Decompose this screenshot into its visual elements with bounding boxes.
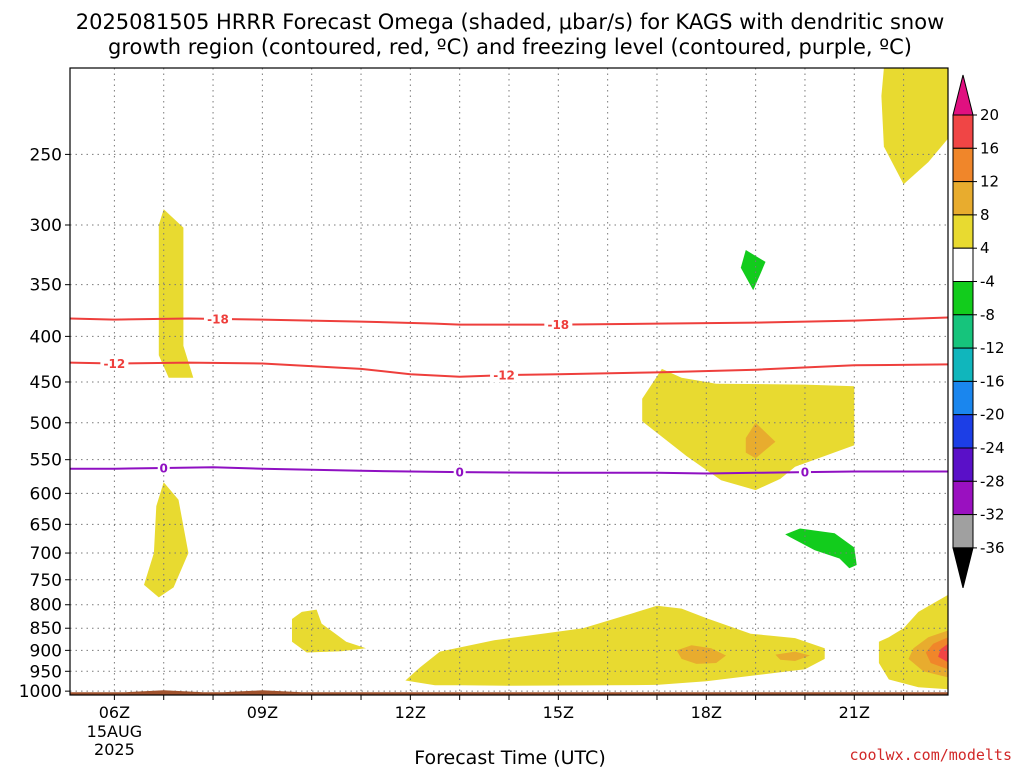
colorbar-segment-7 xyxy=(952,314,974,349)
omega-region-13 xyxy=(881,68,948,185)
colorbar-label-8: 8 xyxy=(980,206,990,224)
colorbar-segment-2 xyxy=(952,147,974,183)
colorbar: 20 16 12 8 4 -4 -8 -12 -16 -20 -24 -28 -32 -36 xyxy=(952,74,1005,589)
x-tick-sublabel-15AUG: 15AUG xyxy=(87,722,142,741)
chart-title-line-1: 2025081505 HRRR Forecast Omega (shaded, … xyxy=(76,10,945,34)
contour-line-0 xyxy=(70,466,948,475)
y-tick-label-300: 300 xyxy=(30,216,62,236)
colorbar-segment-13 xyxy=(952,514,974,549)
colorbar-label--12: -12 xyxy=(980,339,1005,357)
contour-label-0-1: 0 xyxy=(160,462,168,476)
omega-region-14 xyxy=(740,250,766,291)
contour-label--12-2: -12 xyxy=(493,369,515,383)
colorbar-top-arrow xyxy=(952,74,974,116)
colorbar-label--24: -24 xyxy=(980,439,1005,457)
credit-link[interactable]: coolwx.com/modelts xyxy=(849,746,1012,764)
y-tick-label-600: 600 xyxy=(30,484,62,504)
y-tick-label-500: 500 xyxy=(30,414,62,434)
contour-label-0-3: 0 xyxy=(801,466,809,480)
colorbar-segment-6 xyxy=(952,281,974,316)
omega-region-2 xyxy=(144,482,189,598)
x-tick-label-18Z: 18Z xyxy=(691,703,722,722)
omega-region-15 xyxy=(785,528,857,569)
omega-region-1 xyxy=(158,209,194,378)
colorbar-label--4: -4 xyxy=(980,273,995,291)
contour-label--12-1: -12 xyxy=(104,357,126,371)
colorbar-label--28: -28 xyxy=(980,472,1005,490)
y-tick-label-250: 250 xyxy=(30,145,62,165)
contour-layer: -18 -18 -12 -12 0 0 0 xyxy=(69,311,949,480)
omega-region-6 xyxy=(405,605,825,686)
y-tick-label-350: 350 xyxy=(30,276,62,296)
x-tick-label-21Z: 21Z xyxy=(839,703,870,722)
colorbar-label--16: -16 xyxy=(980,372,1005,390)
colorbar-segment-10 xyxy=(952,414,974,449)
colorbar-label--32: -32 xyxy=(980,506,1005,524)
y-tick-label-800: 800 xyxy=(30,596,62,616)
colorbar-label-12: 12 xyxy=(980,173,999,191)
colorbar-bottom-arrow xyxy=(952,547,974,589)
y-axis: 2503003504004505005506006507007508008509… xyxy=(19,145,70,702)
colorbar-label-16: 16 xyxy=(980,139,999,157)
y-tick-label-450: 450 xyxy=(30,373,62,393)
contour-label-bg--18-1 xyxy=(203,311,232,326)
colorbar-label--36: -36 xyxy=(980,539,1005,557)
x-tick-label-06Z: 06Z xyxy=(99,703,130,722)
y-tick-label-750: 750 xyxy=(30,571,62,591)
contour-label-bg--12-2 xyxy=(490,368,519,383)
contour-label-bg--18-2 xyxy=(544,317,573,332)
contour-label--18-1: -18 xyxy=(207,312,229,326)
colorbar-segment-12 xyxy=(952,480,974,516)
contour-line--12 xyxy=(69,361,949,378)
colorbar-label--20: -20 xyxy=(980,406,1005,424)
colorbar-segment-4 xyxy=(952,214,974,249)
ground-surface xyxy=(70,690,948,695)
y-tick-label-400: 400 xyxy=(30,327,62,347)
grid-layer xyxy=(70,68,948,695)
colorbar-segment-5 xyxy=(952,247,974,282)
y-tick-label-900: 900 xyxy=(30,641,62,661)
colorbar-segment-1 xyxy=(952,114,974,149)
contour-label--18-2: -18 xyxy=(547,318,569,332)
y-tick-label-650: 650 xyxy=(30,515,62,535)
x-axis-label: Forecast Time (UTC) xyxy=(414,747,605,768)
x-tick-label-09Z: 09Z xyxy=(247,703,278,722)
y-tick-label-1000: 1000 xyxy=(19,682,62,702)
contour-line--18 xyxy=(69,316,949,326)
y-tick-label-700: 700 xyxy=(30,544,62,564)
contour-label-bg-0-2 xyxy=(453,465,466,480)
colorbar-segment-9 xyxy=(952,380,974,416)
omega-region-4 xyxy=(642,368,855,491)
contour-label-bg--12-1 xyxy=(100,356,129,371)
colorbar-label-4: 4 xyxy=(980,239,990,257)
chart-title-line-2: growth region (contoured, red, ºC) and f… xyxy=(108,35,912,59)
omega-region-8 xyxy=(775,651,810,661)
omega-region-12 xyxy=(938,643,948,663)
contour-label-0-2: 0 xyxy=(455,466,463,480)
y-tick-label-850: 850 xyxy=(30,619,62,639)
x-tick-label-12Z: 12Z xyxy=(395,703,426,722)
x-tick-sublabel-2025: 2025 xyxy=(94,740,135,759)
x-tick-label-15Z: 15Z xyxy=(543,703,574,722)
colorbar-segment-8 xyxy=(952,347,974,382)
ground-layer xyxy=(70,690,948,695)
omega-shading-layer xyxy=(144,68,948,690)
colorbar-label--8: -8 xyxy=(980,306,995,324)
omega-region-11 xyxy=(925,637,948,670)
contour-label-bg-0-3 xyxy=(798,465,811,480)
y-tick-label-550: 550 xyxy=(30,451,62,471)
colorbar-segment-3 xyxy=(952,181,974,216)
colorbar-segment-11 xyxy=(952,447,974,482)
contour-label-bg-0-1 xyxy=(157,461,170,476)
omega-region-3 xyxy=(292,609,366,653)
omega-region-5 xyxy=(745,422,776,459)
colorbar-label-20: 20 xyxy=(980,106,999,124)
y-tick-label-950: 950 xyxy=(30,662,62,682)
